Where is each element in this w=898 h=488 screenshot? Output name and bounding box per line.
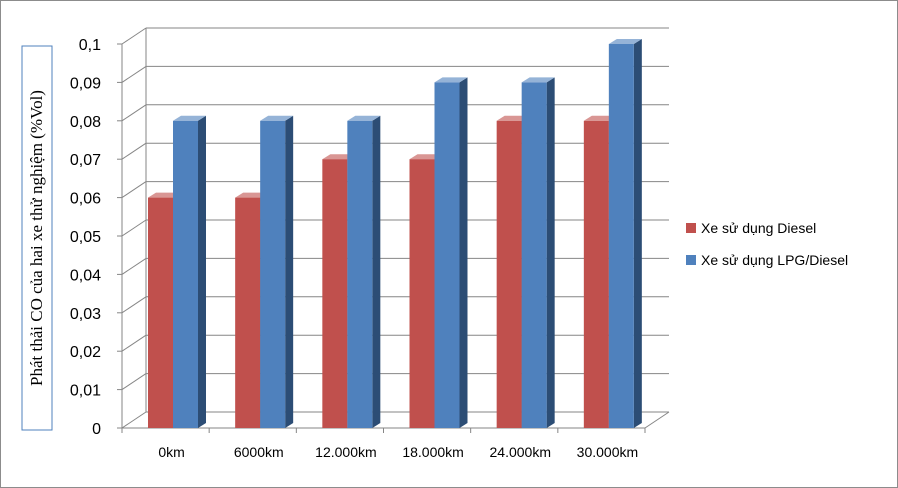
y-tick-label: 0,04	[70, 267, 101, 284]
bar-top	[260, 115, 294, 121]
y-axis-ticks: 0 0,01 0,02 0,03 0,04 0,05 0,06 0,07 0,08 0,09 0,1	[70, 37, 101, 438]
bar-side	[633, 39, 642, 428]
bar-front	[409, 159, 435, 428]
x-category-label: 6000km	[234, 444, 284, 460]
bar-top	[235, 192, 269, 198]
bar-lpg	[521, 77, 555, 429]
y-tick-label: 0,02	[70, 344, 101, 361]
bar-top	[409, 154, 443, 160]
gridline-wall	[121, 411, 147, 429]
bar-front	[521, 82, 547, 429]
bar-front	[260, 120, 286, 429]
legend-swatch-lpg	[686, 255, 696, 265]
bar-front	[235, 197, 261, 428]
y-tick-label: 0,03	[70, 306, 101, 323]
y-tick-label: 0,01	[70, 383, 101, 400]
gridline-wall	[121, 334, 147, 352]
bar-top	[583, 115, 617, 121]
x-category-label: 18.000km	[402, 444, 463, 460]
bar-front	[496, 120, 522, 429]
gridline-wall	[121, 373, 147, 391]
y-tick-label: 0	[92, 421, 101, 438]
y-axis-label-group: Phát thải CO của hai xe thử nghiệm (%Vol…	[21, 45, 53, 431]
y-axis-label: Phát thải CO của hai xe thử nghiệm (%Vol…	[27, 90, 46, 386]
legend-label-diesel: Xe sử dụng Diesel	[701, 220, 816, 236]
y-tick-label: 0,05	[70, 229, 101, 246]
x-category-label: 30.000km	[577, 444, 638, 460]
gridline-wall	[121, 296, 147, 314]
floor-edge	[644, 411, 670, 429]
bar-lpg	[434, 77, 468, 429]
bar-top	[434, 77, 468, 83]
legend: Xe sử dụng Diesel Xe sử dụng LPG/Diesel	[686, 220, 848, 268]
y-tick-label: 0,08	[70, 114, 101, 131]
bar-lpg	[347, 115, 381, 429]
bar-side	[546, 77, 555, 429]
gridline-wall	[121, 257, 147, 275]
bar-front	[322, 159, 348, 428]
bar-side	[372, 115, 381, 429]
bar-front	[347, 120, 373, 429]
legend-label-lpg: Xe sử dụng LPG/Diesel	[701, 252, 848, 268]
bar-side	[198, 115, 206, 429]
x-category-label: 0km	[158, 444, 184, 460]
bar-front	[583, 120, 609, 429]
gridline-wall	[121, 181, 147, 199]
bar-side	[285, 115, 294, 429]
gridline-wall	[121, 65, 147, 83]
bars	[148, 39, 642, 429]
y-tick-label: 0,07	[70, 152, 101, 169]
bar-top	[521, 77, 555, 83]
bar-lpg	[173, 115, 206, 429]
bar-top	[173, 115, 206, 121]
bar-front	[148, 197, 173, 428]
bar-top	[148, 192, 181, 198]
bar-side	[459, 77, 468, 429]
bar-front	[434, 82, 460, 429]
bar-front	[173, 120, 198, 429]
bar-top	[322, 154, 356, 160]
y-tick-label: 0,09	[70, 75, 101, 92]
gridline-wall	[121, 27, 147, 45]
y-axis-label-box	[21, 45, 53, 431]
bar-top	[496, 115, 530, 121]
y-tick-label: 0,1	[79, 37, 101, 54]
legend-swatch-diesel	[686, 223, 696, 233]
bar-top	[347, 115, 381, 121]
y-tick-label: 0,06	[70, 191, 101, 208]
gridline-wall	[121, 142, 147, 160]
bar-lpg	[260, 115, 294, 429]
bar-top	[608, 39, 642, 44]
x-axis-categories: 0km 6000km 12.000km 18.000km 24.000km 30.000k…	[121, 428, 646, 460]
x-category-label: 24.000km	[490, 444, 551, 460]
gridline-wall	[121, 104, 147, 122]
bar-front	[608, 44, 634, 428]
gridline-wall	[121, 219, 147, 237]
bar-lpg	[608, 39, 642, 428]
x-category-label: 12.000km	[315, 444, 376, 460]
